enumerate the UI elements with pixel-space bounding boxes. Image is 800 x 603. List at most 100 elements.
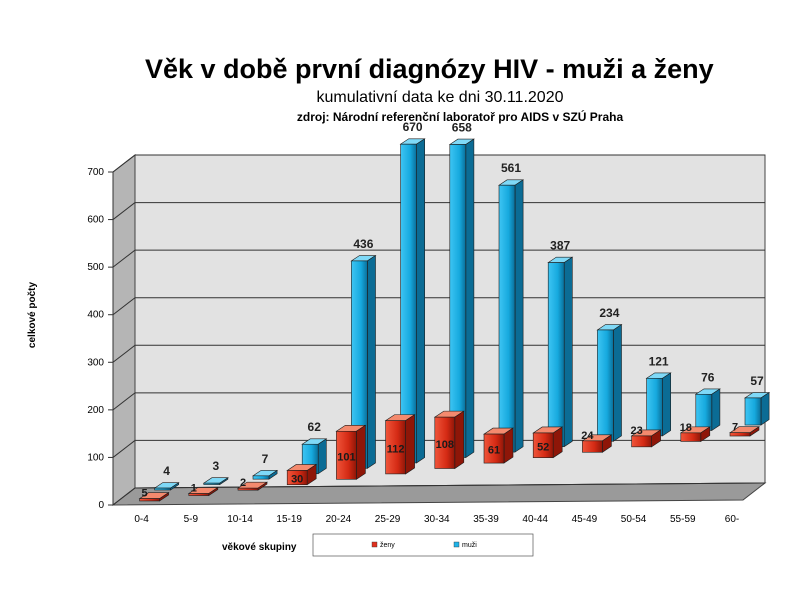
gridline-side (112, 154, 136, 173)
legend-swatch (453, 541, 460, 548)
x-tick-label: 25-29 (375, 514, 401, 525)
legend-box (312, 533, 534, 557)
data-label-zeny: 61 (488, 445, 500, 457)
bar-muzi-side (760, 391, 770, 426)
bar-muzi-front (547, 262, 565, 447)
bar-muzi-front (203, 482, 221, 485)
bar-muzi (252, 469, 279, 480)
data-label-muzi: 7 (262, 452, 269, 466)
bar-muzi-front (744, 397, 762, 426)
bar-zeny-front (237, 487, 259, 491)
legend-label: muži (462, 542, 477, 549)
bar-zeny (433, 410, 465, 470)
y-tick-label: 600 (87, 215, 104, 226)
data-label-zeny: 18 (680, 422, 692, 434)
x-tick-label: 60- (725, 514, 739, 525)
bar-muzi (547, 256, 574, 448)
bar-zeny (237, 481, 268, 491)
bar-muzi (498, 179, 525, 453)
bar-muzi-front (154, 487, 171, 491)
bar-zeny-front (532, 432, 554, 458)
data-label-zeny: 30 (291, 474, 303, 486)
bar-muzi-front (449, 144, 467, 458)
chart-subtitle: kumulativní data ke dni 30.11.2020 (316, 89, 564, 106)
bar-zeny-front (680, 432, 702, 442)
data-label-zeny: 101 (337, 451, 355, 463)
bar-muzi-side (563, 256, 573, 448)
bar-zeny (729, 426, 760, 437)
gridline-side (112, 440, 136, 458)
gridline-side (112, 202, 136, 220)
bar-muzi (645, 372, 672, 437)
data-label-muzi: 561 (501, 161, 521, 175)
data-label-muzi: 121 (649, 354, 669, 368)
data-label-muzi: 4 (163, 464, 170, 478)
bar-zeny-front (582, 440, 603, 453)
data-label-muzi: 658 (452, 120, 472, 134)
bar-zeny (532, 426, 564, 459)
bar-zeny-front (286, 470, 308, 486)
bar-muzi (202, 477, 229, 486)
y-tick-label: 300 (87, 357, 104, 368)
data-label-muzi: 234 (599, 306, 619, 320)
bar-zeny (138, 492, 170, 502)
x-tick-label: 10-14 (227, 514, 253, 525)
x-tick-label: 30-34 (424, 514, 450, 525)
bar-zeny-front (729, 432, 751, 437)
data-label-muzi: 436 (353, 237, 373, 251)
bar-muzi-side (367, 254, 376, 469)
bar-zeny-side (503, 427, 514, 464)
bar-zeny (679, 426, 711, 443)
bar-zeny (384, 414, 416, 475)
x-tick-label: 35-39 (473, 514, 499, 525)
bar-muzi (744, 391, 771, 426)
legend: ženy muži (312, 533, 534, 557)
legend-swatch (371, 541, 378, 548)
data-label-zeny: 5 (142, 488, 148, 500)
data-label-muzi: 670 (403, 120, 423, 134)
bar-muzi-side (662, 372, 672, 437)
bar-muzi (448, 138, 475, 459)
data-label-muzi: 57 (750, 374, 764, 388)
bar-zeny-front (434, 416, 456, 469)
x-tick-label: 55-59 (670, 514, 696, 525)
data-label-muzi: 3 (212, 459, 219, 473)
data-label-zeny: 23 (630, 425, 642, 437)
gridline-side (112, 297, 136, 316)
data-label-zeny: 7 (732, 422, 738, 434)
chart-title: Věk v době první diagnózy HIV - muži a ž… (145, 54, 714, 84)
bar-zeny-side (356, 424, 366, 480)
x-axis-label: věkové skupiny (222, 542, 297, 553)
bar-muzi (596, 323, 623, 442)
x-tick-label: 5-9 (184, 514, 199, 525)
y-tick-label: 0 (98, 500, 104, 511)
x-tick-label: 45-49 (572, 514, 598, 525)
data-label-zeny: 108 (436, 439, 454, 451)
bar-zeny-front (139, 498, 160, 502)
y-axis-label: celkové počty (27, 281, 38, 348)
x-tick-label: 50-54 (621, 514, 647, 525)
data-label-zeny: 2 (240, 477, 246, 489)
bar-zeny-front (483, 433, 505, 464)
series-zeny: 5 1 2 30 101 112 108 61 52 24 23 18 7 (138, 410, 760, 502)
bar-muzi-front (498, 184, 516, 453)
bar-zeny-front (385, 420, 406, 475)
y-tick-label: 500 (87, 262, 104, 273)
x-tick-label: 0-4 (134, 514, 149, 525)
bar-muzi (694, 388, 721, 432)
data-label-muzi: 387 (550, 239, 570, 253)
gridline-side (112, 392, 136, 411)
bar-muzi-side (465, 138, 475, 459)
bar-muzi-side (416, 138, 426, 464)
bar-zeny (483, 427, 514, 464)
bar-muzi-side (317, 438, 327, 475)
y-tick-label: 100 (87, 452, 104, 463)
data-label-muzi: 62 (308, 420, 322, 434)
x-axis: 0-4 5-9 10-14 15-19 20-24 25-29 30-34 35-39 40-4… (134, 514, 739, 525)
bar-zeny (286, 463, 318, 486)
data-label-zeny: 1 (191, 483, 197, 495)
data-label-zeny: 24 (581, 430, 594, 442)
data-label-muzi: 76 (701, 370, 715, 384)
bar-muzi-side (613, 323, 622, 442)
